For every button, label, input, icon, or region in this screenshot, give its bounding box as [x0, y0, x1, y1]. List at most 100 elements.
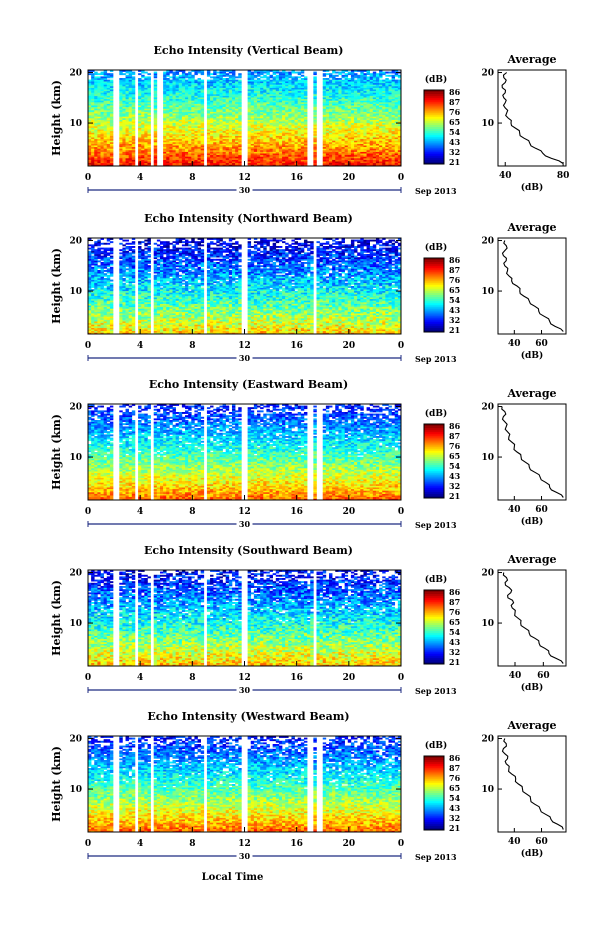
heatmap-cell [273, 76, 276, 78]
heatmap-cell [254, 75, 257, 77]
heatmap-cell [229, 75, 232, 77]
heatmap-cell [323, 73, 326, 75]
heatmap-cell [335, 78, 338, 80]
heatmap-cell [370, 73, 373, 75]
heatmap-cell [254, 80, 257, 82]
panel-title: Echo Intensity (Vertical Beam) [153, 44, 343, 57]
heatmap-cell [179, 75, 182, 77]
heatmap-cell [216, 72, 219, 74]
heatmap-cell [88, 73, 91, 75]
heatmap-cell [263, 80, 266, 82]
heatmap-cell [279, 72, 282, 74]
heatmap-cell [301, 78, 304, 80]
heatmap-cell [357, 75, 360, 77]
heatmap-cell [238, 73, 241, 75]
heatmap-cell [107, 80, 110, 82]
heatmap-cell [382, 80, 385, 82]
heatmap-cell [169, 76, 172, 78]
heatmap-cell [388, 80, 391, 82]
heatmap-cell [323, 78, 326, 80]
heatmap-cell [94, 72, 97, 74]
heatmap-cell [169, 80, 172, 82]
heatmap-cell [154, 80, 157, 82]
heatmap-cell [342, 80, 345, 82]
heatmap-cell [313, 72, 316, 74]
heatmap-cell [97, 76, 100, 78]
heatmap-cell [122, 78, 125, 80]
heatmap-cell [185, 80, 188, 82]
heatmap-cell [238, 80, 241, 82]
heatmap-cell [122, 73, 125, 75]
heatmap-cell [144, 76, 147, 78]
heatmap-cell [97, 73, 100, 75]
heatmap-cell [288, 80, 291, 82]
heatmap-cell [332, 75, 335, 77]
heatmap-cell [132, 76, 135, 78]
heatmap-cell [132, 72, 135, 74]
heatmap-cell [185, 73, 188, 75]
heatmap-cell [326, 78, 329, 80]
heatmap-cell [101, 76, 104, 78]
heatmap-cell [213, 76, 216, 78]
heatmap-cell [291, 76, 294, 78]
heatmap-cell [144, 72, 147, 74]
heatmap-cell [326, 73, 329, 75]
heatmap-cell [141, 75, 144, 77]
heatmap-cell [338, 72, 341, 74]
heatmap-cell [395, 80, 398, 82]
heatmap-cell [363, 73, 366, 75]
heatmap-cell [110, 73, 113, 75]
heatmap-cell [147, 76, 150, 78]
heatmap-cell [329, 80, 332, 82]
heatmap-cell [376, 73, 379, 75]
heatmap-cell [226, 78, 229, 80]
figure: Echo Intensity (Vertical Beam)2010Height… [0, 0, 616, 929]
heatmap-cell [207, 80, 210, 82]
heatmap-cell [385, 75, 388, 77]
heatmap-cell [210, 80, 213, 82]
heatmap-cell [335, 75, 338, 77]
heatmap-cell [260, 80, 263, 82]
heatmap-cell [298, 72, 301, 74]
heatmap-cell [298, 80, 301, 82]
heatmap-cell [304, 76, 307, 78]
heatmap-cell [270, 75, 273, 77]
heatmap-cell [285, 72, 288, 74]
heatmap-cell [348, 78, 351, 80]
heatmap-cell [188, 72, 191, 74]
heatmap-cell [88, 80, 91, 82]
heatmap-cell [392, 75, 395, 77]
heatmap-cell [373, 72, 376, 74]
heatmap-cell [194, 80, 197, 82]
heatmap-cell [126, 75, 129, 77]
heatmap-cell [298, 76, 301, 78]
heatmap-cell [342, 75, 345, 77]
heatmap-cell [263, 75, 266, 77]
heatmap [88, 70, 401, 166]
heatmap-cell [251, 72, 254, 74]
heatmap-cell [141, 80, 144, 82]
heatmap-cell [288, 72, 291, 74]
heatmap-cell [382, 72, 385, 74]
heatmap-cell [260, 76, 263, 78]
heatmap-cell [210, 73, 213, 75]
heatmap-cell [235, 80, 238, 82]
heatmap-cell [295, 76, 298, 78]
heatmap-cell [226, 73, 229, 75]
heatmap-cell [94, 76, 97, 78]
heatmap-cell [335, 72, 338, 74]
heatmap-cell [176, 76, 179, 78]
heatmap-cell [101, 72, 104, 74]
heatmap-cell [191, 75, 194, 77]
heatmap-cell [367, 76, 370, 78]
heatmap-cell [138, 78, 141, 80]
heatmap-cell [313, 76, 316, 78]
heatmap-cell [216, 75, 219, 77]
heatmap-cell [257, 78, 260, 80]
heatmap-cell [385, 72, 388, 74]
heatmap-cell [276, 75, 279, 77]
heatmap-cell [295, 72, 298, 74]
heatmap-cell [354, 80, 357, 82]
heatmap-cell [388, 75, 391, 77]
heatmap-cell [163, 72, 166, 74]
